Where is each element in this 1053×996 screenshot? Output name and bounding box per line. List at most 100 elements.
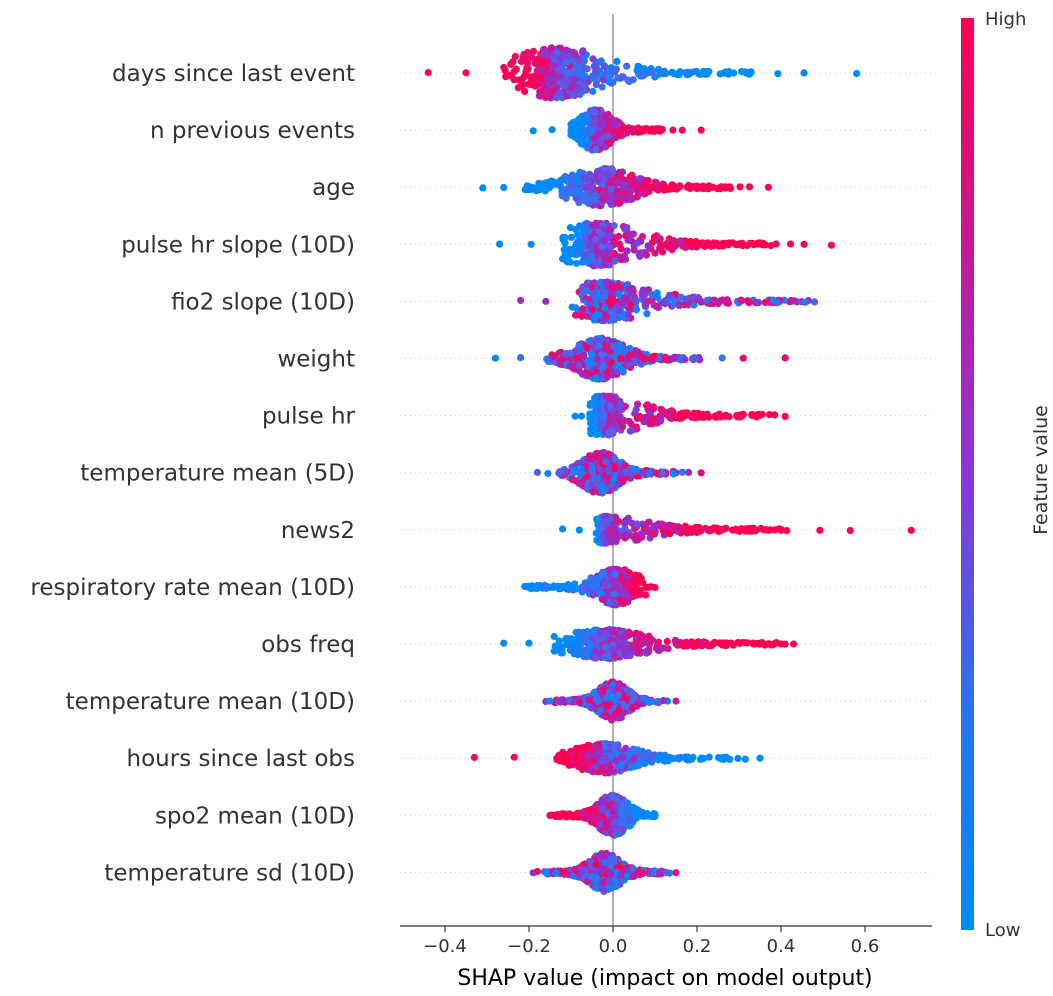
- shap-point: [585, 295, 593, 303]
- shap-point: [697, 126, 705, 134]
- shap-point: [692, 238, 700, 246]
- shap-point: [600, 261, 608, 269]
- shap-point: [643, 310, 651, 318]
- shap-point: [630, 246, 638, 254]
- shap-point: [608, 406, 617, 414]
- shap-point: [671, 525, 679, 533]
- shap-point: [572, 194, 580, 202]
- shap-point: [599, 421, 607, 429]
- shap-point: [568, 303, 576, 311]
- shap-point: [697, 469, 705, 477]
- shap-point: [613, 199, 621, 207]
- shap-point: [566, 362, 574, 370]
- shap-point: [544, 469, 552, 478]
- shap-point: [636, 71, 644, 79]
- shap-point: [648, 530, 656, 538]
- shap-point: [550, 352, 558, 360]
- shap-point: [596, 249, 604, 257]
- shap-point: [603, 247, 612, 255]
- shap-point: [605, 534, 613, 542]
- shap-point: [739, 241, 747, 250]
- shap-point: [669, 126, 677, 134]
- shap-point: [676, 68, 684, 76]
- shap-point: [641, 355, 649, 363]
- shap-point: [608, 316, 617, 324]
- shap-point: [635, 646, 643, 654]
- shap-point: [652, 179, 660, 187]
- shap-point: [659, 469, 667, 477]
- shap-point: [672, 353, 680, 361]
- shap-point: [609, 476, 618, 484]
- shap-point: [608, 179, 616, 187]
- shap-point: [538, 58, 547, 66]
- shap-point: [539, 180, 547, 188]
- shap-point: [570, 132, 578, 140]
- shap-point: [529, 47, 538, 56]
- shap-point: [641, 300, 649, 308]
- shap-point: [758, 639, 767, 647]
- shap-point: [546, 75, 555, 83]
- shap-point: [682, 69, 690, 77]
- shap-point: [602, 517, 610, 525]
- shap-point: [527, 240, 535, 248]
- shap-point: [634, 239, 642, 247]
- shap-point: [607, 184, 615, 192]
- shap-point: [596, 173, 604, 181]
- shap-point: [651, 249, 659, 257]
- shap-point: [659, 241, 667, 249]
- shap-point: [604, 336, 612, 344]
- shap-point: [612, 121, 620, 129]
- shap-point: [746, 526, 754, 534]
- shap-point: [583, 287, 592, 295]
- shap-point: [619, 73, 627, 81]
- shap-point: [566, 85, 575, 93]
- shap-point: [610, 628, 618, 636]
- shap-point: [846, 526, 854, 535]
- shap-point: [698, 638, 706, 647]
- shap-point: [726, 183, 734, 191]
- shap-point: [714, 184, 723, 192]
- shap-point: [739, 639, 747, 647]
- shap-point: [592, 654, 600, 662]
- shap-point: [700, 185, 708, 193]
- shap-point: [625, 352, 633, 360]
- dots-layer: [424, 44, 915, 896]
- shap-point: [718, 525, 726, 534]
- shap-point: [781, 354, 789, 362]
- shap-point: [663, 637, 671, 646]
- shap-point: [563, 585, 571, 593]
- shap-point: [695, 70, 703, 78]
- shap-point: [646, 410, 655, 418]
- shap-point: [604, 653, 612, 661]
- shap-point: [774, 70, 782, 78]
- shap-point: [722, 641, 730, 650]
- shap-point: [666, 407, 674, 415]
- shap-point: [608, 282, 617, 290]
- shap-point: [591, 116, 599, 124]
- shap-point: [759, 241, 767, 249]
- shap-point: [604, 73, 612, 81]
- shap-point: [591, 647, 600, 656]
- shap-point: [568, 645, 576, 653]
- shap-point: [624, 532, 632, 540]
- shap-point: [616, 596, 624, 604]
- shap-point: [567, 124, 575, 132]
- shap-point: [636, 175, 644, 183]
- shap-point: [574, 243, 583, 251]
- shap-point: [601, 643, 609, 652]
- shap-point: [517, 82, 525, 90]
- shap-point: [611, 652, 619, 660]
- shap-point: [668, 243, 677, 252]
- shap-point: [678, 525, 687, 533]
- shap-point: [587, 252, 596, 260]
- shap-point: [816, 526, 824, 534]
- shap-point: [599, 450, 608, 458]
- shap-point: [620, 252, 628, 260]
- shap-point: [633, 520, 641, 528]
- shap-point: [615, 168, 624, 176]
- shap-point: [603, 170, 611, 178]
- shap-point: [703, 410, 711, 418]
- shap-point: [569, 636, 577, 644]
- shap-point: [618, 423, 627, 431]
- shap-point: [827, 241, 836, 249]
